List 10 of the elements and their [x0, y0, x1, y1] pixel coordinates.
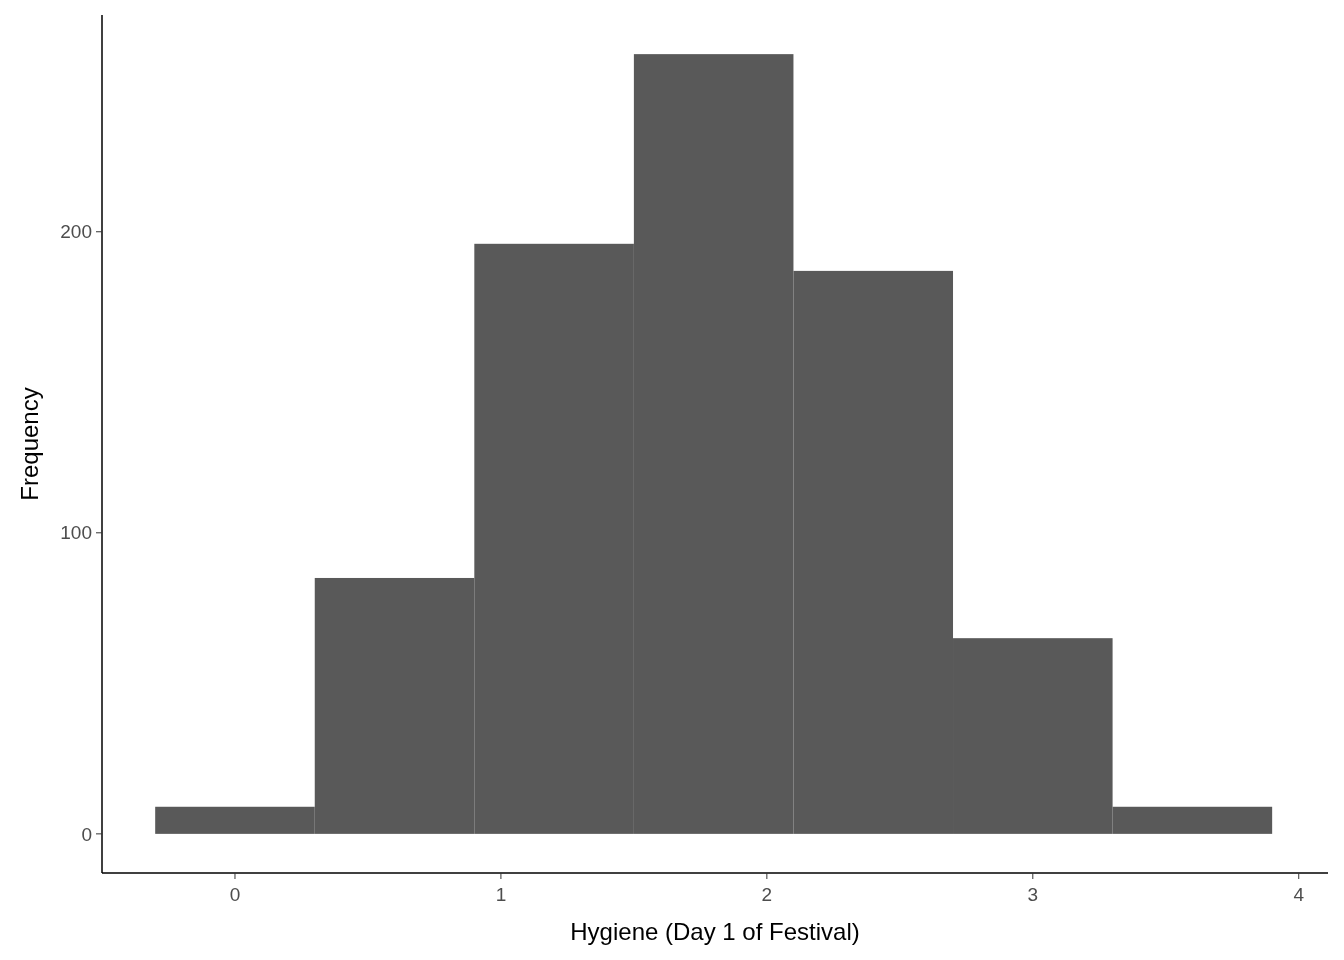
x-tick-label: 4 [1293, 884, 1305, 905]
y-axis-title: Frequency [16, 387, 43, 501]
x-tick-label: 2 [761, 884, 773, 905]
y-tick-label: 0 [81, 823, 92, 845]
x-tick-label: 0 [229, 884, 241, 905]
x-tick-label: 3 [1027, 884, 1039, 905]
y-tick-label: 100 [60, 522, 92, 544]
x-tick-label: 1 [495, 884, 507, 905]
y-tick-label: 200 [60, 221, 92, 243]
x-axis-title: Hygiene (Day 1 of Festival) [570, 918, 860, 945]
